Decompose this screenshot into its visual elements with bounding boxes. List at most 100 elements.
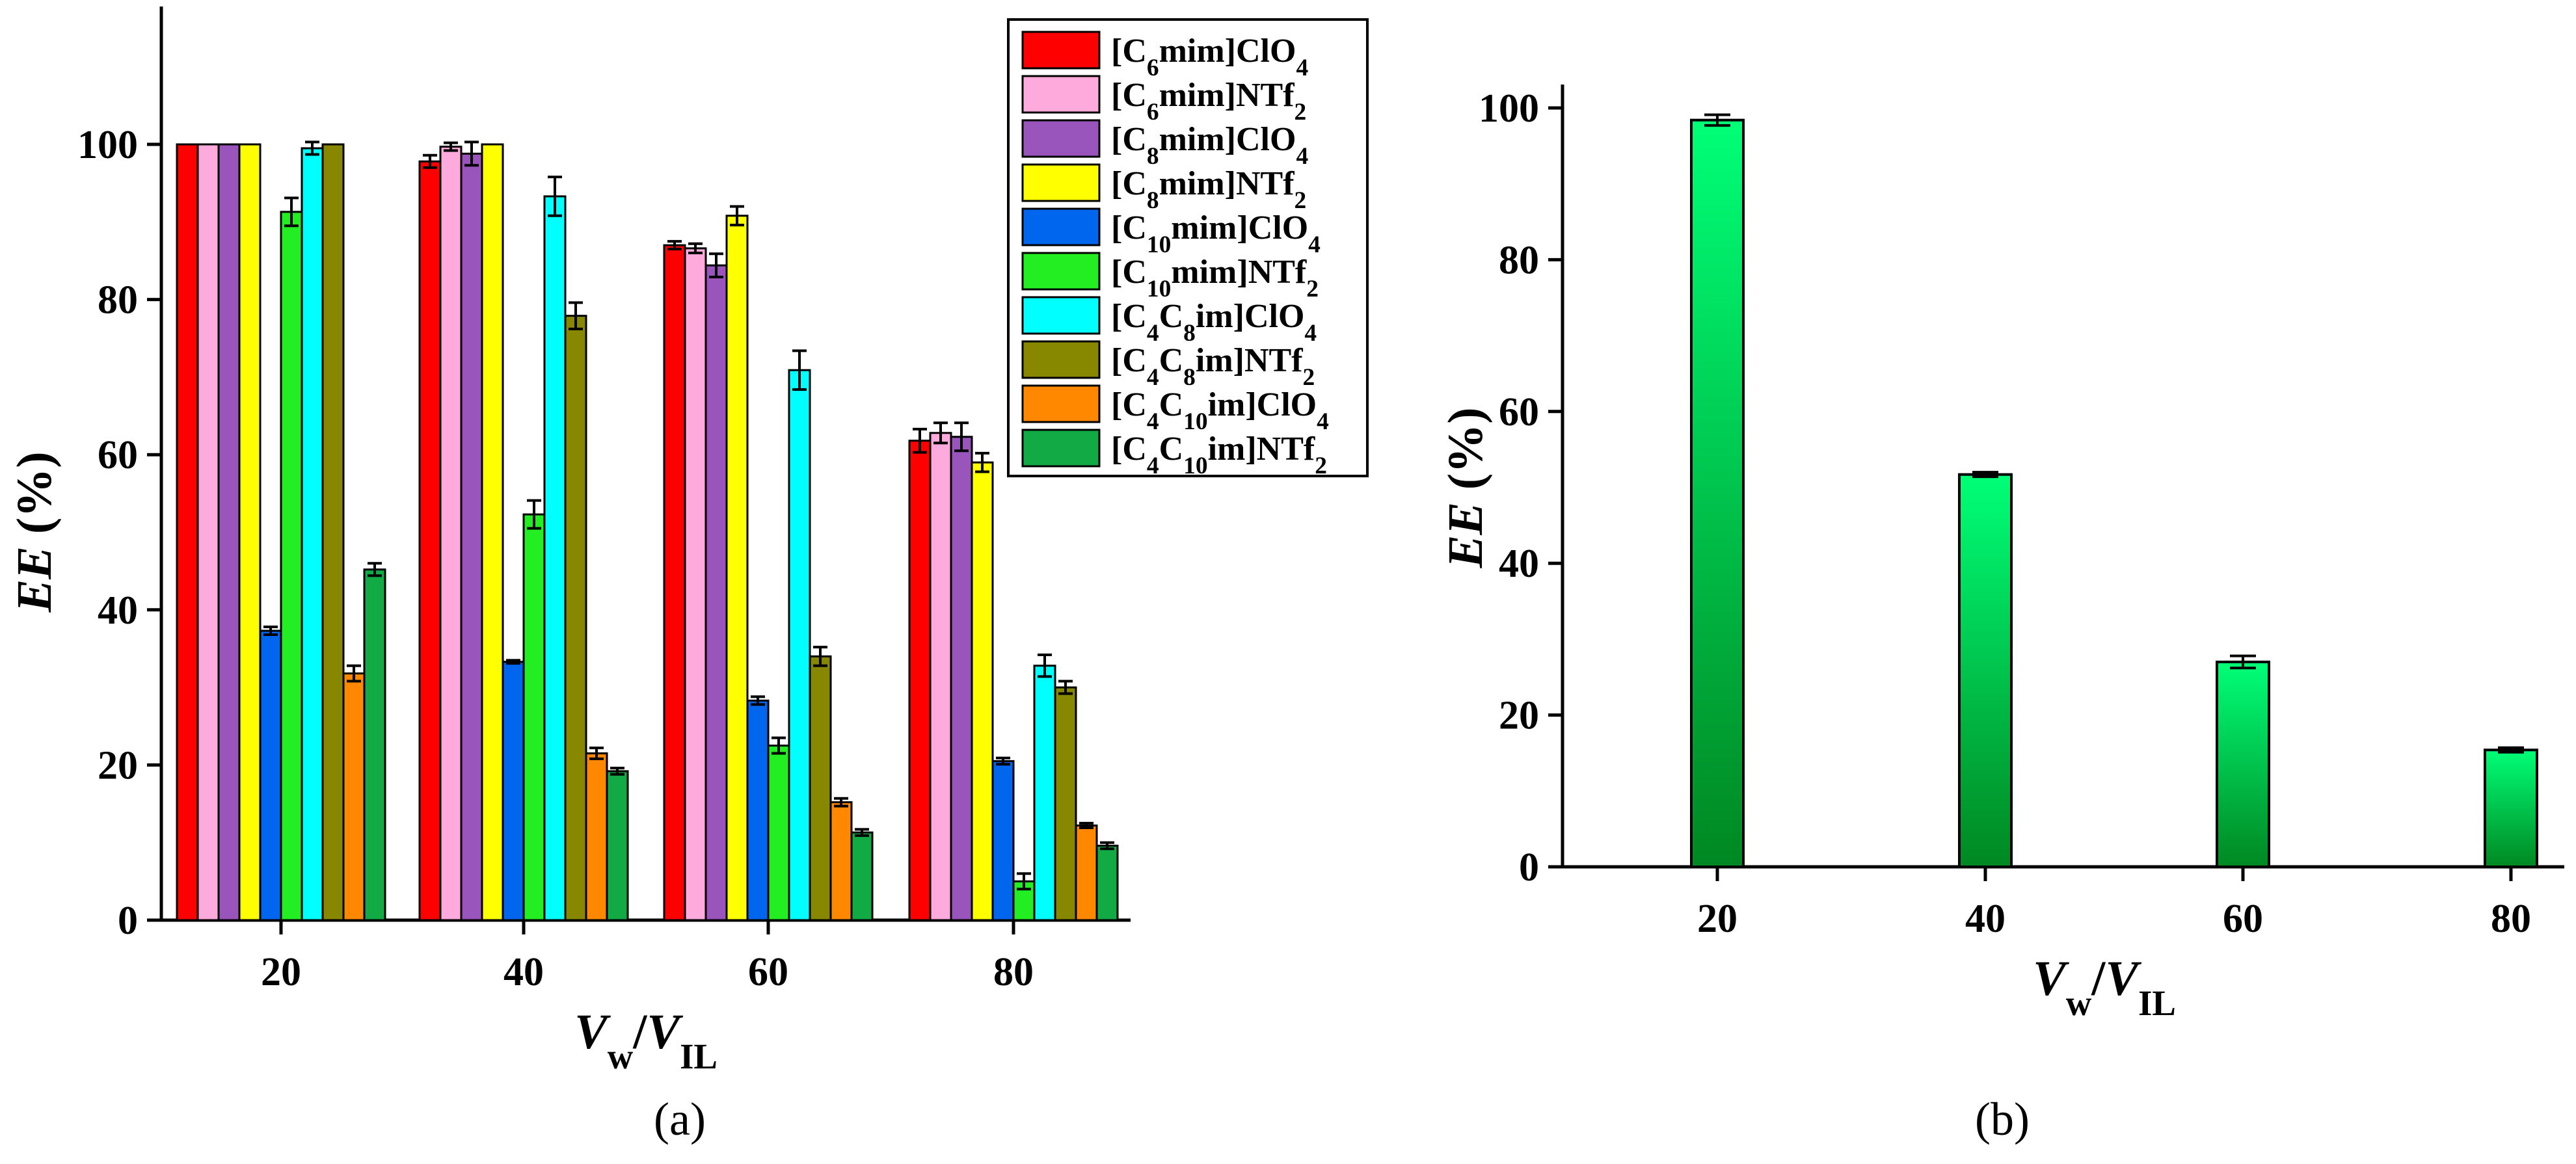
panel-label-a: (a) [654,1093,706,1145]
y-tick-label: 60 [98,433,138,477]
error-bar [834,797,848,808]
error-bar [464,140,479,167]
legend-label: [C4C8im]ClO4 [1111,298,1317,347]
error-bar [1100,841,1114,851]
xlabel-v2: V [647,1005,683,1059]
legend-item: [C10mim]ClO4 [1021,207,1321,258]
error-bar [284,196,299,228]
legend-item: [C8mim]NTf2 [1021,163,1306,214]
x-axis-title: Vw/VIL [574,1005,718,1076]
bar [2484,748,2538,868]
legend-label: [C6mim]ClO4 [1111,33,1308,81]
legend-label-part: 4 [1147,364,1159,391]
xlabel-sub-il: IL [2138,983,2176,1023]
legend-label-part: 4 [1304,320,1317,347]
bar [259,629,282,921]
legend-label-part: 4 [1296,143,1308,170]
error-bar [263,626,278,636]
error-bar [933,421,948,445]
bar [809,655,832,921]
legend-label-part: 2 [1303,364,1315,391]
bar [788,369,811,921]
bar [280,211,303,921]
bar [1958,473,2013,868]
bar [564,315,587,921]
legend-swatch [1021,340,1101,379]
legend-label-part: 10 [1183,408,1207,435]
error-bar [954,421,969,453]
legend-swatch [1021,31,1101,70]
y-tick-label: 0 [118,899,138,943]
legend-item: [C6mim]NTf2 [1021,75,1306,126]
bar [1075,824,1098,921]
bar [301,147,324,921]
legend-label-part: 8 [1147,187,1159,214]
bar [850,831,874,921]
legend-swatch [1021,75,1101,114]
bar [460,152,483,921]
error-bar [423,153,437,169]
legend-label-part: 2 [1315,453,1327,479]
bar [502,661,525,921]
bar [196,143,220,921]
legend-swatch [1021,119,1101,158]
ylabel-ee: EE [7,546,62,613]
legend-label-part: mim]ClO [1159,33,1296,70]
legend-label: [C8mim]NTf2 [1111,165,1306,214]
y-tick-label: 40 [1499,542,1539,586]
y-tick-label: 80 [98,278,138,323]
legend-label: [C4C8im]NTf2 [1111,342,1315,391]
x-tick-label: 40 [503,950,544,994]
legend-label-part: im]NTf [1196,342,1303,379]
ylabel-ee: EE [1438,502,1493,568]
legend-label-part: C [1159,386,1184,423]
bar [543,195,567,921]
legend-label-part: mim]ClO [1171,209,1308,246]
legend-label-part: 6 [1147,99,1159,126]
xlabel-v: V [574,1005,611,1059]
legend-label-part: im]ClO [1208,386,1317,423]
panel-label-b: (b) [1975,1093,2030,1145]
bar [704,264,728,921]
bars-group [1690,113,2538,868]
x-axis-title: Vw/VIL [2033,951,2176,1023]
y-tick-label: 20 [1499,694,1539,738]
legend-item: [C4C8im]ClO4 [1021,296,1317,347]
legend-label-part: 4 [1147,320,1159,347]
bar [481,143,504,921]
bar [418,160,442,921]
legend-label-part: [C [1111,254,1147,291]
legend-label: [C10mim]ClO4 [1111,209,1321,258]
bar [1033,665,1056,921]
legend-label-part: 4 [1147,453,1159,479]
legend-label-part: 6 [1147,55,1159,81]
legend-label: [C10mim]NTf2 [1111,254,1319,302]
bar [908,440,932,921]
bar [684,247,707,921]
x-tick-label: 80 [993,950,1034,994]
legend-label-part: 8 [1147,143,1159,170]
ylabel-unit: (%) [1438,407,1493,502]
error-bar [1079,821,1093,830]
legend-item: [C4C10im]ClO4 [1021,384,1329,435]
error-bar [975,451,989,473]
x-tick-label: 40 [1965,897,2006,941]
legend-swatch [1021,296,1101,335]
error-bar [2498,746,2524,754]
error-bar [1704,113,1730,127]
legend-label-part: [C [1111,121,1147,158]
xlabel-v: V [2033,951,2069,1006]
error-bar [1058,680,1073,695]
legend-label-part: mim]NTf [1159,165,1295,202]
y-tick-label: 100 [77,123,138,167]
bar [2216,660,2270,868]
bar [321,143,345,921]
bar [217,143,241,921]
error-bar [913,427,927,454]
bar [342,672,366,921]
bar [363,568,386,921]
bar [991,760,1015,921]
bars-group [176,143,1119,921]
